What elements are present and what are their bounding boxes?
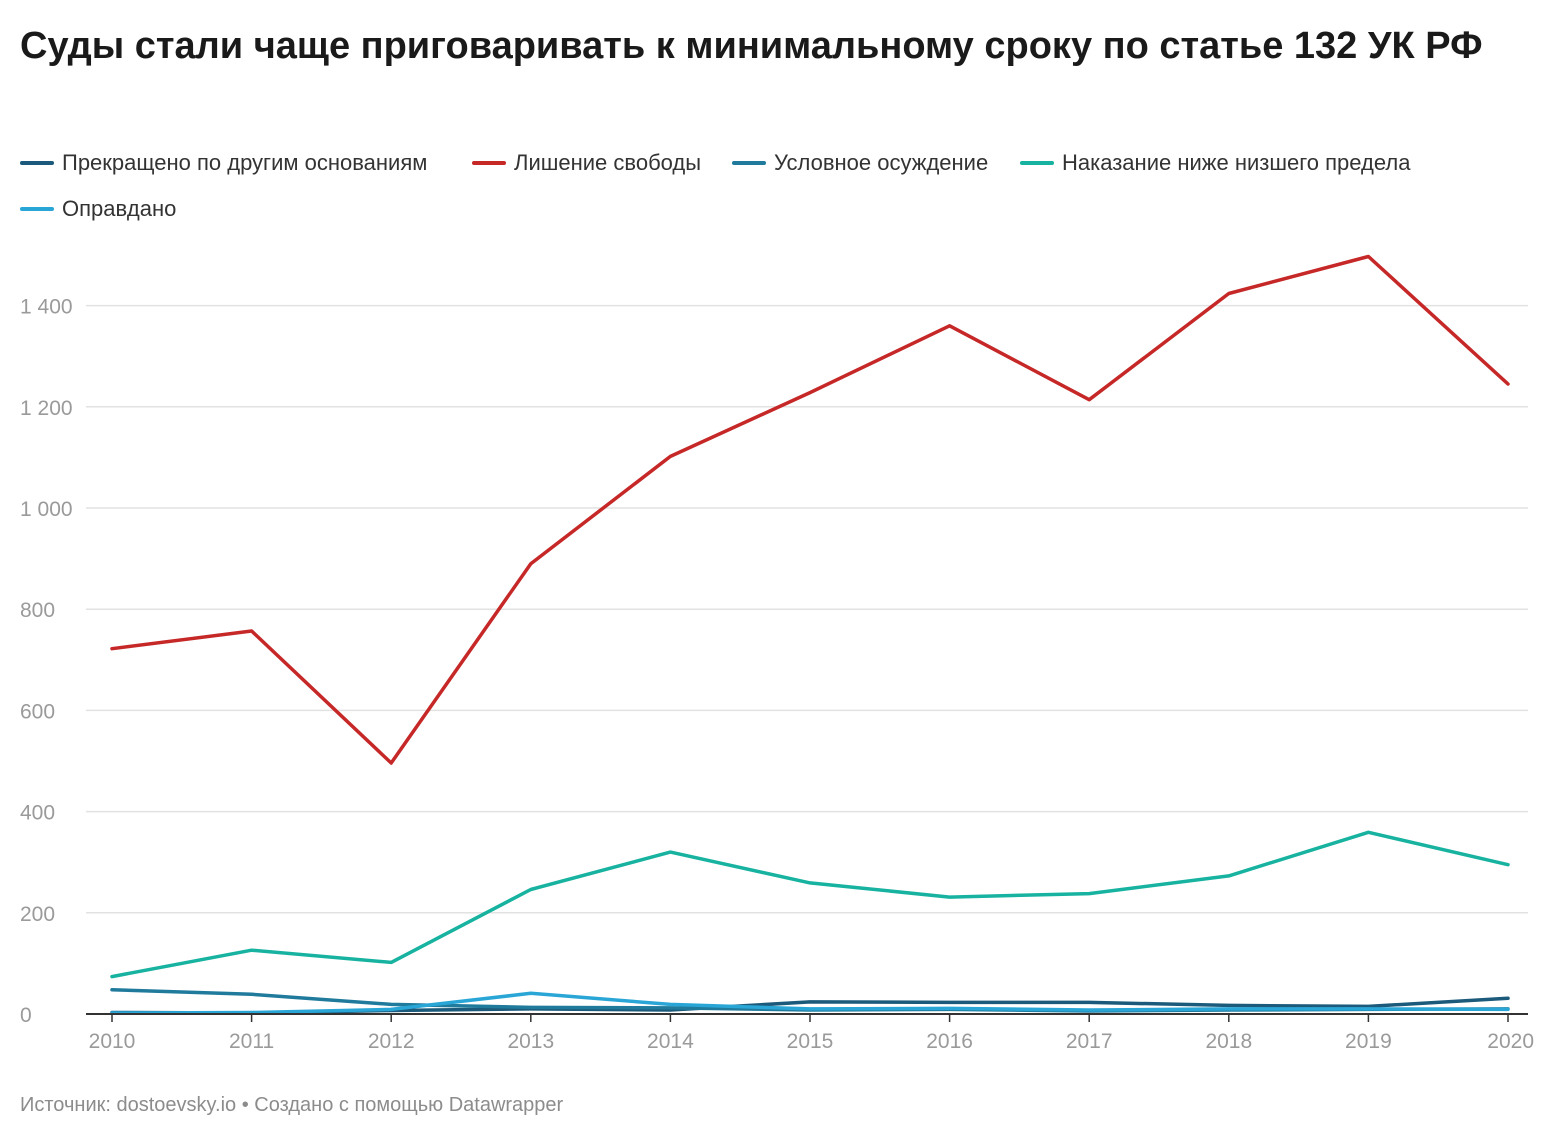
legend-item-prekrashcheno: Прекращено по другим основаниям xyxy=(20,150,427,176)
legend-swatch xyxy=(1020,161,1054,165)
legend-item-lishenie-svobody: Лишение свободы xyxy=(472,150,701,176)
x-tick-label: 2019 xyxy=(1345,1030,1392,1053)
x-tick-label: 2012 xyxy=(368,1030,415,1053)
y-tick-label: 1 400 xyxy=(20,296,73,319)
x-tick-label: 2014 xyxy=(647,1030,694,1053)
legend-label: Наказание ниже низшего предела xyxy=(1062,150,1411,175)
x-tick-label: 2011 xyxy=(229,1030,274,1053)
x-tick-label: 2013 xyxy=(507,1030,554,1053)
y-tick-label: 1 200 xyxy=(20,397,73,420)
y-tick-label: 400 xyxy=(20,802,55,825)
chart-title: Суды стали чаще приговаривать к минималь… xyxy=(20,25,1483,67)
x-tick-label: 2010 xyxy=(89,1030,136,1053)
legend-label: Условное осуждение xyxy=(774,150,989,175)
source-footer: Источник: dostoevsky.io • Создано с помо… xyxy=(20,1094,564,1116)
x-tick-label: 2016 xyxy=(926,1030,973,1053)
y-tick-label: 600 xyxy=(20,700,55,723)
y-tick-label: 200 xyxy=(20,903,55,926)
series-line xyxy=(110,830,1510,979)
y-tick-label: 0 xyxy=(20,1004,32,1027)
legend-item-opravdano: Оправдано xyxy=(20,196,176,222)
legend-label: Прекращено по другим основаниям xyxy=(62,150,428,175)
series-line xyxy=(110,254,1510,765)
legend-label: Оправдано xyxy=(62,196,177,221)
legend-swatch xyxy=(732,161,766,165)
legend-item-uslovnoe: Условное осуждение xyxy=(732,150,988,176)
x-tick-label: 2020 xyxy=(1487,1030,1534,1053)
y-tick-label: 800 xyxy=(20,599,55,622)
legend-swatch xyxy=(20,161,54,165)
legend-swatch xyxy=(472,161,506,165)
legend-label: Лишение свободы xyxy=(514,150,702,175)
legend-item-nakazanie-nizhe: Наказание ниже низшего предела xyxy=(1020,150,1410,176)
series-line xyxy=(110,991,1510,1015)
legend-swatch xyxy=(20,207,54,211)
x-tick-label: 2018 xyxy=(1205,1030,1252,1053)
x-tick-label: 2017 xyxy=(1066,1030,1113,1053)
y-tick-label: 1 000 xyxy=(20,498,73,521)
x-tick-label: 2015 xyxy=(787,1030,834,1053)
